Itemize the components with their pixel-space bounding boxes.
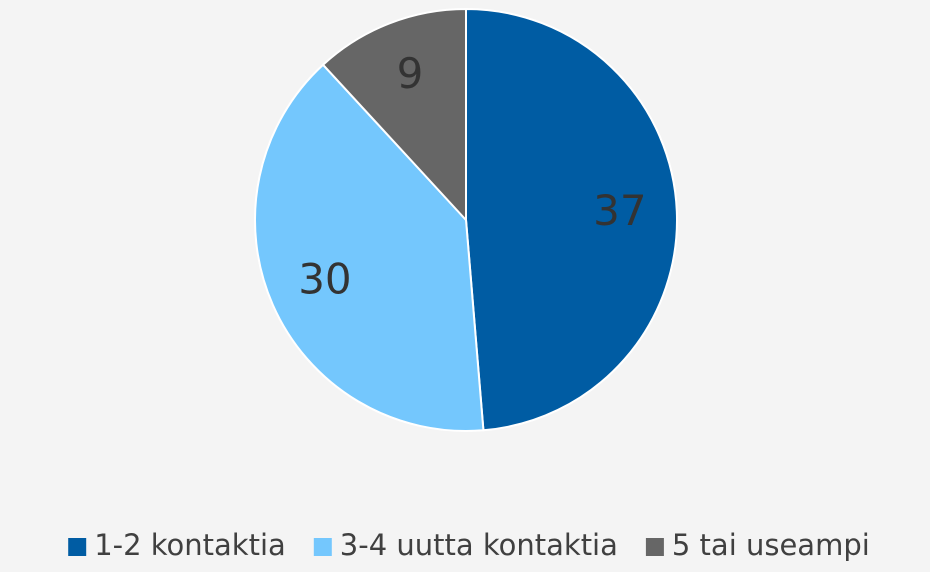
pie-slice	[465, 7, 678, 432]
legend-label: 1-2 kontaktia	[94, 528, 286, 562]
data-label: 37	[593, 186, 646, 235]
data-label: 30	[298, 254, 351, 303]
pie-slice	[254, 63, 485, 432]
pie-slice	[321, 7, 467, 223]
legend-swatch	[313, 538, 332, 556]
legend-label: 5 tai useampi	[672, 528, 870, 562]
legend-label: 3-4 uutta kontaktia	[340, 528, 618, 562]
data-label: 9	[397, 49, 424, 98]
legend-swatch	[68, 538, 87, 556]
legend-swatch	[645, 538, 664, 556]
